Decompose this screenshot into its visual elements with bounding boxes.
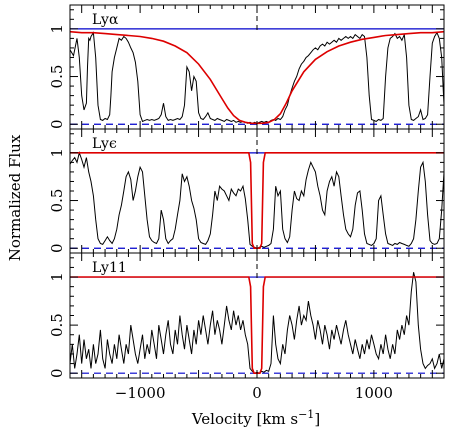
y-tick-label: 1 [48, 148, 66, 158]
y-tick-label: 0.5 [48, 189, 66, 213]
panel-frame [69, 128, 445, 254]
flux-data-line [70, 31, 444, 124]
x-axis-title-main: Velocity [km s [191, 410, 298, 428]
y-tick-label: 0.5 [48, 65, 66, 89]
x-tick-label: 0 [252, 384, 262, 402]
flux-data-line [70, 151, 444, 249]
x-axis-title-suffix: ] [314, 410, 320, 428]
y-tick-label: 1 [48, 272, 66, 282]
y-tick-label: 0 [48, 243, 66, 253]
panel-label: Lyα [92, 12, 119, 28]
panel-1: 0 0.5 1 Lyα [48, 4, 445, 130]
x-axis-title: Velocity [km s−1] [191, 408, 320, 428]
flux-data-line [70, 272, 444, 374]
panel-label: Lyϵ [92, 136, 117, 152]
y-tick-label: 0 [48, 368, 66, 378]
x-tick-label: 1000 [355, 384, 393, 402]
y-tick-label: 1 [48, 24, 66, 34]
model-fit-line [70, 276, 444, 375]
model-fit-line [70, 30, 444, 125]
panel-3: 0 0.5 1 Ly11 −1000 0 1000 [48, 252, 445, 402]
panel-2: 0 0.5 1 Lyϵ [48, 128, 445, 254]
y-tick-label: 0 [48, 119, 66, 129]
y-tick-label: 0.5 [48, 313, 66, 337]
x-tick-label: −1000 [115, 384, 166, 402]
panel-frame [69, 4, 445, 130]
model-fit-line [70, 152, 444, 249]
panel-label: Ly11 [92, 260, 127, 276]
y-axis-title: Normalized Flux [6, 134, 24, 261]
x-axis-title-superscript: −1 [298, 408, 314, 421]
